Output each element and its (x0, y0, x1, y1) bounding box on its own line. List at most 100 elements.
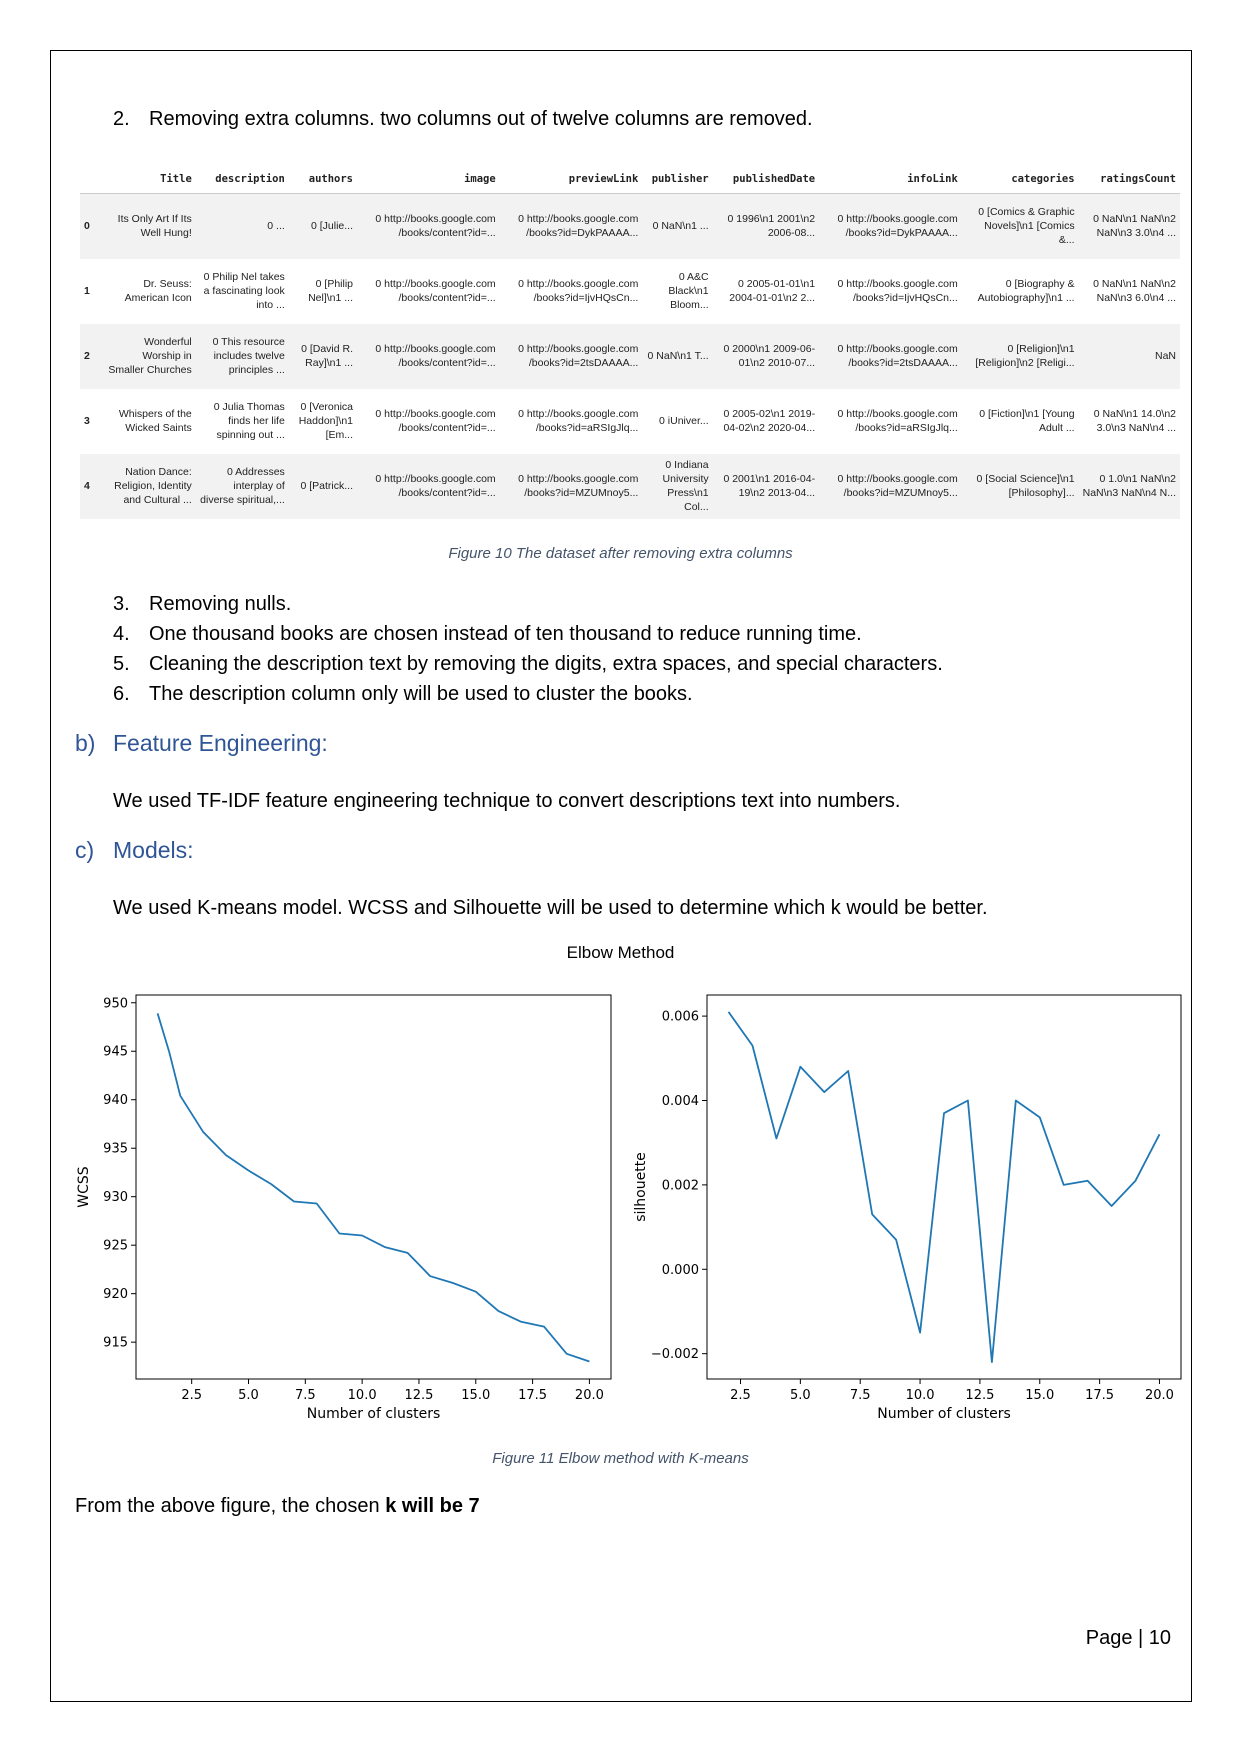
x-tick-label: 7.5 (850, 1388, 871, 1403)
table-cell: 0 http://books.google.com /books?id=DykP… (819, 193, 962, 259)
table-cell: 0 [Biography & Autobiography]\n1 ... (977, 278, 1075, 304)
table-cell: 0 NaN\n1 ... (642, 193, 713, 259)
table-cell: 0 NaN\n1 NaN\n2 NaN\n3 6.0\n4 ... (1093, 278, 1176, 304)
y-tick-label: 925 (103, 1239, 128, 1254)
y-tick-label: 945 (103, 1045, 128, 1060)
table-row: 2 Wonderful Worship in Smaller Churches … (80, 323, 1180, 389)
column-header: categories (961, 165, 1079, 194)
column-header: Title (102, 165, 196, 194)
table-row: 4 Nation Dance: Religion, Identity and C… (80, 453, 1180, 519)
table-cell: 0 Indiana University Press\n1 Col... (642, 453, 713, 519)
list-number: 6. (113, 683, 130, 705)
x-tick-label: 15.0 (461, 1388, 490, 1403)
table-cell: 0 NaN\n1 NaN\n2 NaN\n3 3.0\n4 ... (1078, 193, 1180, 259)
column-header: infoLink (819, 165, 962, 194)
x-tick-label: 10.0 (906, 1388, 935, 1403)
plot-frame (706, 994, 1182, 1380)
table-cell: 0 http://books.google.com /books/content… (375, 408, 496, 434)
list-text: Removing nulls. (149, 593, 292, 615)
x-tick-label: 12.5 (965, 1388, 994, 1403)
table-cell: 0 http://books.google.com /books?id=MZUM… (499, 453, 643, 519)
wcss-chart: 2.5 5.0 7.5 10.0 12.5 15.0 17.5 20.0 915 920 925 93… (76, 994, 612, 1422)
list-text: The description column only will be used… (149, 683, 693, 705)
x-axis-label: Number of clusters (877, 1406, 1011, 1422)
table-header-row: Title description authors image previewL… (80, 165, 1180, 194)
list-number: 4. (113, 623, 130, 645)
x-axis-label: Number of clusters (307, 1406, 441, 1422)
column-header: publisher (642, 165, 713, 194)
y-tick-label: 930 (103, 1190, 128, 1205)
silhouette-chart: 2.5 5.0 7.5 10.0 12.5 15.0 17.5 20.0 −0.002 0.000… (633, 994, 1182, 1422)
list-text: Cleaning the description text by removin… (149, 653, 943, 675)
x-tick-label: 10.0 (348, 1388, 377, 1403)
y-tick-label: 0.006 (662, 1010, 699, 1025)
series-line (156, 1013, 590, 1363)
column-header (80, 165, 103, 194)
x-tick-label: 5.0 (790, 1388, 811, 1403)
conclusion-paragraph: From the above figure, the chosen k will… (75, 1494, 480, 1518)
table-cell: 0 http://books.google.com /books?id=2tsD… (819, 323, 962, 389)
table-cell: 0 http://books.google.com /books?id=2tsD… (499, 323, 643, 389)
table-cell: 0 [Julie... (288, 193, 358, 259)
list-text: Removing extra columns. two columns out … (149, 108, 813, 130)
table-cell: 0 http://books.google.com /books?id=MZUM… (819, 453, 962, 519)
table-cell: 0 A&C Black\n1 Bloom... (668, 271, 709, 311)
x-tick-label: 7.5 (295, 1388, 316, 1403)
table-cell: 0 http://books.google.com /books?id=aRSI… (837, 408, 958, 434)
table-cell: 0 2005-02\n1 2019-04-02\n2 2020-04... (723, 408, 816, 434)
column-header: publishedDate (712, 165, 820, 194)
y-axis-label: WCSS (76, 1166, 92, 1208)
table-cell: 0 iUniver... (659, 415, 709, 427)
x-tick-label: 12.5 (404, 1388, 433, 1403)
heading-text: Feature Engineering: (113, 730, 328, 756)
row-index: 2 (80, 323, 103, 389)
figure-caption: Figure 11 Elbow method with K-means (492, 1450, 749, 1467)
x-tick-label: 15.0 (1025, 1388, 1054, 1403)
dataset-table: Title description authors image previewL… (80, 165, 1180, 519)
table-cell: Wonderful Worship in Smaller Churches (102, 323, 196, 389)
table-cell: 0 NaN\n1 T... (642, 323, 713, 389)
table-row: 3 Whispers of the Wicked Saints 0 Julia … (80, 389, 1180, 454)
table-cell: Its Only Art If Its Well Hung! (102, 193, 196, 259)
series-line (727, 1011, 1161, 1363)
table-cell: 0 http://books.google.com /books?id=IjvH… (518, 278, 639, 304)
column-header: ratingsCount (1078, 165, 1180, 194)
x-tick-label: 5.0 (238, 1388, 259, 1403)
y-tick-label: 0.002 (662, 1178, 699, 1193)
y-tick-label: 950 (103, 996, 128, 1011)
y-tick-label: 0.004 (662, 1094, 699, 1109)
y-tick-label: 940 (103, 1093, 128, 1108)
y-axis-label: silhouette (633, 1152, 649, 1222)
list-number: 5. (113, 653, 130, 675)
table-row: 1 Dr. Seuss: American Icon 0 Philip Nel … (80, 259, 1180, 324)
paragraph: We used K-means model. WCSS and Silhouet… (113, 897, 988, 919)
table-cell: 0 NaN\n1 14.0\n2 3.0\n3 NaN\n4 ... (1093, 408, 1176, 434)
table-cell: 0 2001\n1 2016-04-19\n2 2013-04... (712, 453, 820, 519)
table-cell: 0 1.0\n1 NaN\n2 NaN\n3 NaN\n4 N... (1078, 453, 1180, 519)
conclusion-bold: k will be 7 (385, 1495, 480, 1517)
table-cell: Nation Dance: Religion, Identity and Cul… (102, 453, 196, 519)
column-header: previewLink (499, 165, 643, 194)
table-cell: 0 [Veronica Haddon]\n1 [Em... (298, 401, 354, 441)
table-cell: 0 2005-01-01\n1 2004-01-01\n2 2... (729, 278, 816, 304)
plot-frame (135, 994, 612, 1380)
list-number: 2. (113, 108, 130, 130)
x-tick-label: 20.0 (575, 1388, 604, 1403)
table-cell: 0 [Philip Nel]\n1 ... (308, 278, 354, 304)
table-row: 0 Its Only Art If Its Well Hung! 0 ... 0… (80, 193, 1180, 259)
table-cell: 0 http://books.google.com /books/content… (357, 193, 500, 259)
row-index: 3 (84, 415, 90, 427)
column-header: authors (288, 165, 358, 194)
table-cell: 0 1996\n1 2001\n2 2006-08... (712, 193, 820, 259)
table-cell: 0 [Fiction]\n1 [Young Adult ... (979, 408, 1075, 434)
table-cell: 0 [Religion]\n1 [Religion]\n2 [Religi... (961, 323, 1079, 389)
row-index: 4 (80, 453, 103, 519)
table-cell: 0 [David R. Ray]\n1 ... (288, 323, 358, 389)
table-cell: 0 Julia Thomas finds her life spinning o… (213, 401, 285, 441)
y-tick-label: 0.000 (662, 1263, 699, 1278)
table-cell: Whispers of the Wicked Saints (118, 408, 192, 434)
x-tick-label: 17.5 (518, 1388, 547, 1403)
table-cell: NaN (1078, 323, 1180, 389)
x-tick-label: 2.5 (181, 1388, 202, 1403)
table-cell: 0 Philip Nel takes a fascinating look in… (203, 271, 285, 311)
